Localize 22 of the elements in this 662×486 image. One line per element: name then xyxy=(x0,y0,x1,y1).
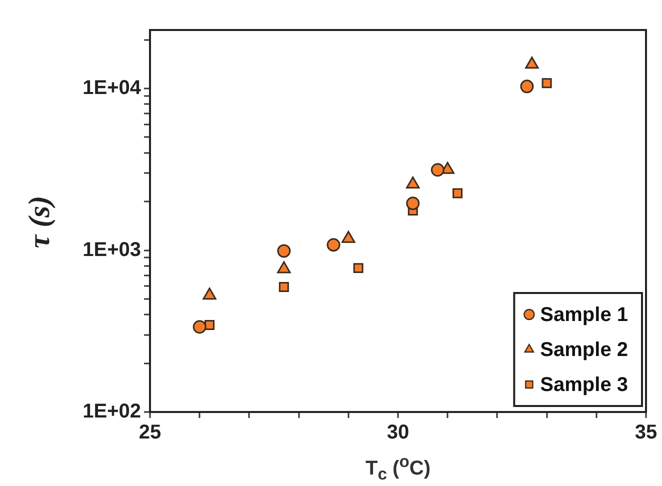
point xyxy=(542,78,552,88)
point xyxy=(278,282,289,292)
point xyxy=(204,320,215,330)
legend-label: Sample 2 xyxy=(540,339,628,362)
x-tick-label: 25 xyxy=(138,422,162,444)
point xyxy=(406,196,420,210)
point xyxy=(520,80,534,94)
point xyxy=(192,320,206,334)
point xyxy=(430,163,444,177)
legend-label: Sample 1 xyxy=(540,304,628,326)
y-tick-label: 1E+02 xyxy=(82,400,141,423)
legend-label: Sample 3 xyxy=(540,374,628,396)
x-axis-title: T$_{c}$ ($^{o}$C) xyxy=(364,452,432,485)
x-tick-label: 30 xyxy=(386,422,410,444)
point xyxy=(277,244,291,258)
y-tick-label: 1E+03 xyxy=(82,238,141,261)
point xyxy=(353,263,364,274)
y-axis-title: τ (s) xyxy=(23,194,57,250)
point xyxy=(326,238,340,252)
point xyxy=(452,188,463,198)
y-tick-label: 1E+04 xyxy=(82,77,142,100)
x-tick-label: 35 xyxy=(634,422,658,444)
